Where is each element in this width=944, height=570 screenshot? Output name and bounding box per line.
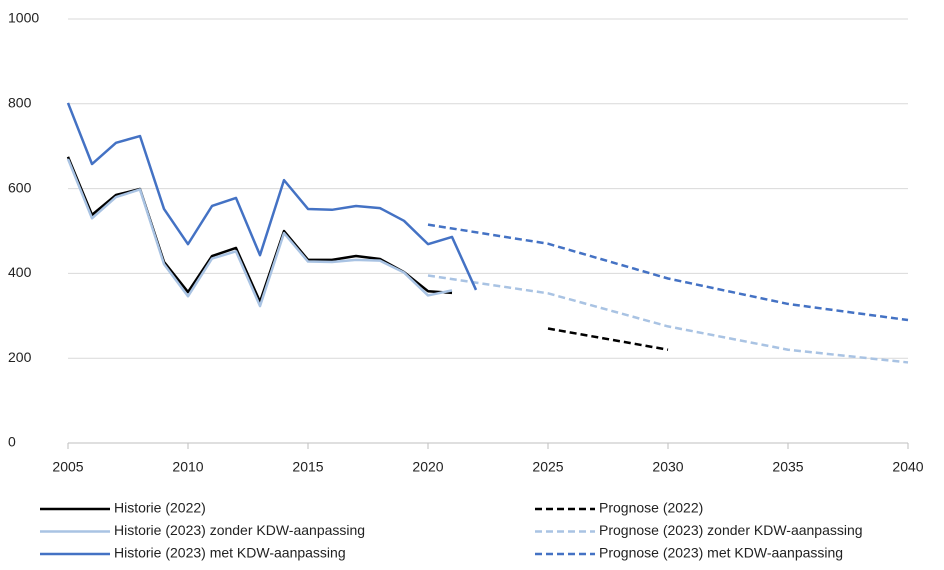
series-line [547,327,669,351]
x-tick-label: 2015 [292,459,323,475]
series-line [427,274,909,364]
legend-label: Historie (2022) [114,500,206,516]
y-tick-label: 0 [8,434,16,450]
legend-label: Prognose (2023) met KDW-aanpassing [599,545,843,561]
x-tick-label: 2005 [52,459,83,475]
series-line [427,223,909,322]
series-line [66,158,453,308]
x-tick-label: 2030 [652,459,683,475]
x-tick-label: 2020 [412,459,443,475]
x-tick-label: 2040 [892,459,923,475]
y-tick-label: 800 [8,95,32,111]
y-tick-label: 1000 [8,10,39,26]
series-line [66,102,478,291]
x-tick-label: 2035 [772,459,803,475]
y-tick-label: 400 [8,264,32,280]
legend-label: Prognose (2022) [599,500,703,516]
series-line [66,156,453,304]
legend-label: Prognose (2023) zonder KDW-aanpassing [599,522,863,538]
x-tick-label: 2025 [532,459,563,475]
y-tick-label: 200 [8,349,32,365]
y-tick-label: 600 [8,179,32,195]
x-tick-label: 2010 [172,459,203,475]
legend-label: Historie (2023) met KDW-aanpassing [114,545,346,561]
legend-label: Historie (2023) zonder KDW-aanpassing [114,522,365,538]
